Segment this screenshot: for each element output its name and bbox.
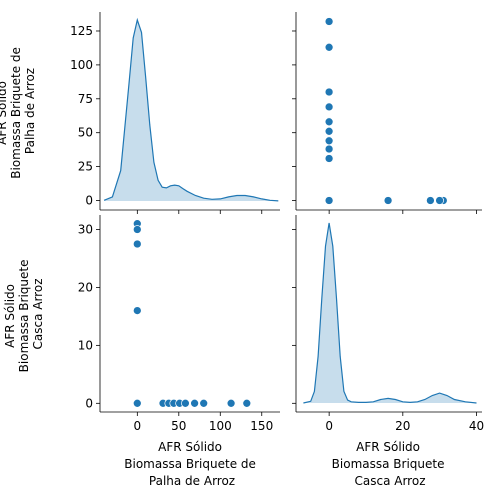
scatter-point-bottom-left xyxy=(226,398,236,408)
y-palha-tick-label: 50 xyxy=(78,126,93,140)
panel-top-left xyxy=(99,12,280,211)
x-casca-tick-label: 0 xyxy=(325,419,333,433)
x-palha-tick-label: 0 xyxy=(134,419,142,433)
kde-casca-fill xyxy=(303,223,477,403)
scatter-point-top-right xyxy=(324,126,334,136)
y-axis-label-bottom: AFR Sólido Biomassa Briquete Casca Arroz xyxy=(3,256,45,373)
scatter-point-top-right xyxy=(324,136,334,146)
y-casca-tick-label: 0 xyxy=(85,396,93,410)
x-axis-label-right: AFR Sólido Biomassa Briquete Casca Arroz xyxy=(332,440,449,488)
scatter-point-bottom-left xyxy=(242,398,252,408)
panel-bottom-left xyxy=(99,215,280,413)
x-casca-tick-label: 20 xyxy=(395,419,410,433)
y-palha-tick-label: 125 xyxy=(70,24,93,38)
y-axis-label-top: AFR Sólido Biomassa Briquete de Palha de… xyxy=(0,43,37,178)
y-casca-tick-label: 20 xyxy=(78,280,93,294)
x-palha-tick-label: 50 xyxy=(171,419,186,433)
panel-top-right xyxy=(295,12,482,211)
y-casca-tick-label: 30 xyxy=(78,222,93,236)
scatter-point-bottom-left xyxy=(199,398,209,408)
y-palha-tick-label: 0 xyxy=(85,194,93,208)
y-palha-tick-label: 75 xyxy=(78,92,93,106)
scatter-point-top-right xyxy=(324,154,334,163)
x-palha-tick-label: 150 xyxy=(250,419,273,433)
scatter-point-top-right xyxy=(324,17,334,26)
scatter-point-top-right xyxy=(435,196,444,205)
kde-palha-line xyxy=(103,17,279,202)
scatter-point-bottom-left xyxy=(132,398,142,408)
scatter-point-bottom-left xyxy=(181,398,190,408)
x-palha-tick-label: 100 xyxy=(209,419,232,433)
scatter-point-top-right xyxy=(324,42,334,52)
scatter-point-bottom-left xyxy=(190,398,199,408)
kde-casca-line xyxy=(303,222,477,404)
x-casca-tick-label: 40 xyxy=(469,419,484,433)
scatter-point-top-right xyxy=(324,117,334,127)
scatter-point-top-right xyxy=(324,144,334,154)
panel-bottom-right xyxy=(295,215,482,413)
x-axis-label-left: AFR Sólido Biomassa Briquete de Palha de… xyxy=(124,440,259,488)
scatter-point-top-right xyxy=(324,196,334,205)
scatter-point-bottom-left xyxy=(132,306,142,315)
scatter-point-top-right xyxy=(324,102,334,112)
y-palha-tick-label: 25 xyxy=(78,160,93,174)
y-casca-tick-label: 10 xyxy=(78,338,93,352)
y-palha-tick-label: 100 xyxy=(70,58,93,72)
scatter-point-top-right xyxy=(324,87,334,97)
scatter-point-bottom-left xyxy=(132,239,142,249)
scatter-point-top-right xyxy=(383,196,393,205)
kde-palha-fill xyxy=(104,20,279,201)
chart-marks: 0 25 50 75 100 125 0 10 20 30 0 50 100 150 0 20 40 xyxy=(70,17,484,433)
scatter-point-bottom-left xyxy=(132,225,142,234)
scatter-point-top-right xyxy=(426,196,435,205)
